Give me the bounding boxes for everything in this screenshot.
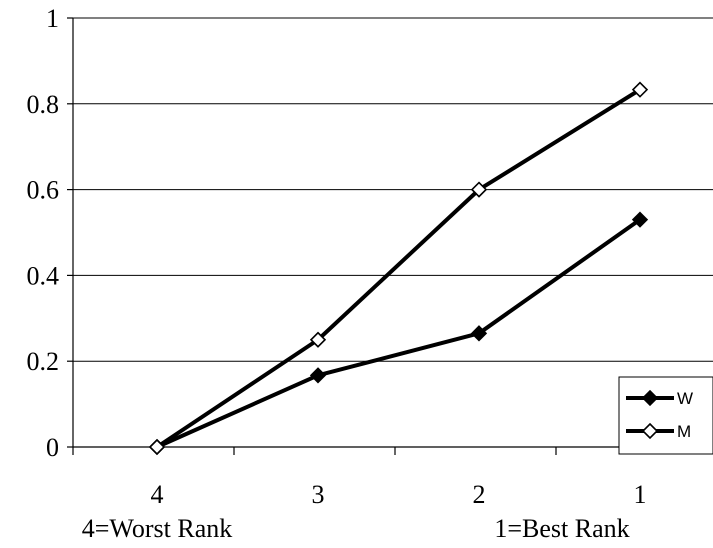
data-point-M — [631, 81, 649, 98]
series-layer — [148, 81, 649, 456]
legend-label-W: W — [677, 389, 693, 408]
data-point-M — [309, 331, 327, 348]
legend: WM — [618, 376, 713, 455]
y-tick-label: 0.4 — [27, 261, 60, 290]
data-point-W — [470, 325, 488, 342]
gridlines — [73, 17, 713, 362]
legend-marker-M — [641, 422, 659, 440]
x-axis-ticks: 4 3 2 1 — [72, 447, 647, 509]
series-W — [156, 217, 642, 449]
y-tick-label: 0 — [46, 433, 59, 462]
x-tick-label: 3 — [312, 480, 325, 509]
data-point-M — [148, 438, 166, 456]
series-line-W — [156, 217, 642, 449]
legend-label-M: M — [677, 422, 691, 441]
y-axis-ticks: 0 0.2 0.4 0.6 0.8 1 — [27, 4, 73, 462]
y-tick-label: 0.6 — [27, 176, 60, 205]
legend-marker-W — [641, 389, 659, 407]
axes — [72, 18, 713, 448]
y-tick-label: 0.2 — [27, 347, 60, 376]
series-M — [155, 87, 642, 449]
data-point-M — [470, 181, 488, 198]
x-tick-label: 4 — [151, 480, 164, 509]
x-axis-label-left: 4=Worst Rank — [82, 514, 233, 543]
y-tick-label: 1 — [46, 4, 59, 33]
data-point-W — [309, 367, 327, 384]
legend-box — [618, 376, 713, 455]
x-tick-label: 2 — [473, 480, 486, 509]
x-axis-label-right: 1=Best Rank — [494, 514, 629, 543]
x-tick-label: 1 — [634, 480, 647, 509]
y-tick-label: 0.8 — [27, 90, 60, 119]
data-point-W — [631, 211, 649, 228]
series-markers-M — [148, 81, 649, 456]
series-line-M — [155, 87, 642, 449]
